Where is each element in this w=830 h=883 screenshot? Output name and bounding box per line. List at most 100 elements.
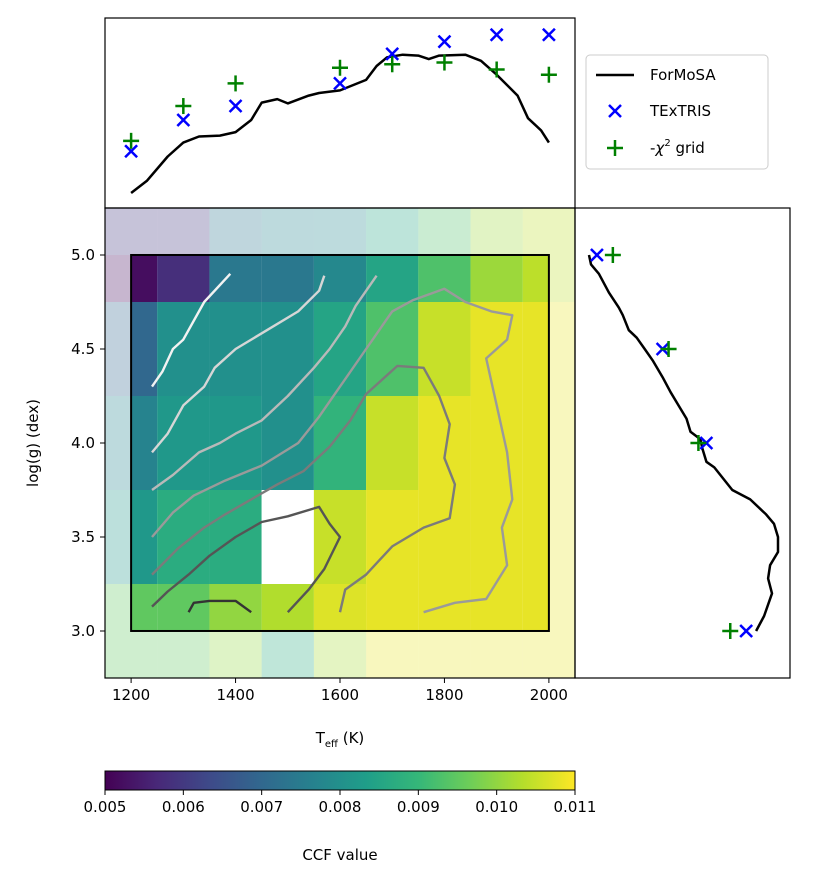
y-tick-label: 4.5 [71,340,95,358]
x-axis-label: Teff (K) [315,729,365,750]
heatmap-cell-halo [522,631,575,678]
x-marker [124,144,138,159]
plus-marker [175,98,192,115]
heatmap-cell-halo [105,208,158,255]
heatmap-cell [366,584,419,631]
heatmap-cell-halo [366,208,419,255]
contour-line [151,505,342,614]
heatmap-cell-halo [313,208,367,255]
x-tick-label: 1200 [112,686,150,704]
right-panel [574,207,791,679]
x-marker [489,27,504,42]
x-marker [590,248,604,262]
plus-marker [604,247,621,263]
legend: ForMoSA TExTRIS -χ2 grid [585,54,769,170]
colorbar: 0.005 0.006 0.007 0.008 0.009 0.010 0.011 CCF … [84,770,597,864]
grid-boundary-box [130,253,550,632]
x-tick-label: 1800 [425,686,463,704]
plus-marker [332,59,348,76]
heatmap-cell [470,490,523,584]
x-marker [739,624,754,638]
right-panel-frame [574,207,791,679]
heatmap-cell [131,584,158,631]
heatmap-cell-halo [418,631,471,678]
contour-line [151,275,326,454]
plus-marker [660,341,677,357]
colorbar-tick-label: 0.006 [162,798,205,816]
x-marker [437,34,452,49]
heatmap-cell [313,396,367,490]
heatmap-cell [209,584,262,631]
heatmap-cell-halo [261,631,314,678]
heatmap-cell [470,584,523,631]
heatmap-cell [131,302,158,396]
heatmap-cell [313,302,367,396]
heatmap-cell [366,302,419,396]
plus-marker [690,435,707,451]
heatmap-cell-halo [105,631,158,678]
plus-marker [540,66,557,83]
heatmap-cell-halo [470,631,523,678]
heatmap-cell-halo [313,631,367,678]
heatmap-cell [157,490,210,584]
top-panel-frame [104,17,576,209]
y-tick-label: 3.0 [71,622,95,640]
heatmap-cell [366,490,419,584]
heatmap-cell-halo [157,631,210,678]
y-tick-label: 4.0 [71,434,95,452]
colorbar-tick-label: 0.007 [240,798,283,816]
heatmap-cell [522,302,549,396]
heatmap-cell-halo [261,208,314,255]
formosa-line-top [130,53,550,194]
legend-label-formosa: ForMoSA [650,66,716,84]
heatmap-cell [366,396,419,490]
heatmap-cell [522,584,549,631]
colorbar-label: CCF value [302,846,377,864]
legend-frame [585,54,769,170]
legend-x-marker-icon [608,104,622,118]
plus-marker [384,56,401,73]
plus-marker [488,61,505,78]
colorbar-tick-label: 0.011 [554,798,597,816]
heatmap-cell [418,302,471,396]
contour-line [151,364,457,613]
x-tick-label: 2000 [530,686,568,704]
contour-line [151,272,232,388]
y-tick-label: 5.0 [71,246,95,264]
top-panel [104,17,576,209]
contour-line [151,275,378,491]
y-axis-label: log(g) (dex) [24,399,42,487]
x-marker [333,76,347,91]
heatmap-cell-halo [209,208,262,255]
heatmap-cell-halo [418,208,471,255]
colorbar-tick-label: 0.009 [397,798,440,816]
heatmap-cell [261,302,314,396]
colorbar-tick-label: 0.010 [475,798,518,816]
heatmap-cell-halo [522,208,575,255]
plus-marker [227,75,244,92]
heatmap-cell [522,490,549,584]
heatmap-cell-halo [470,208,523,255]
heatmap-cell [470,255,523,302]
contour-line [151,287,514,614]
heatmap-cell [261,255,314,302]
x-marker [176,113,191,127]
plus-marker [436,54,453,71]
heatmap-cell [470,396,523,490]
heatmap-cell [157,302,210,396]
heatmap-cell [522,396,549,490]
heatmap-cell [261,396,314,490]
heatmap-cell [418,584,471,631]
x-tick-label: 1600 [321,686,359,704]
legend-label-textris: TExTRIS [649,102,711,120]
legend-plus-marker-icon [607,140,623,156]
colorbar-gradient [104,770,576,791]
contour-line [187,599,252,614]
heatmap-cell [157,584,210,631]
heatmap-cell [157,255,210,302]
main-panel: 1200 1400 1600 1800 2000 3.0 3.5 4.0 4.5 5.0 Teff… [24,207,576,750]
plus-marker [722,623,739,639]
y-tick-label: 3.5 [71,528,95,546]
heatmap-cell [157,396,210,490]
